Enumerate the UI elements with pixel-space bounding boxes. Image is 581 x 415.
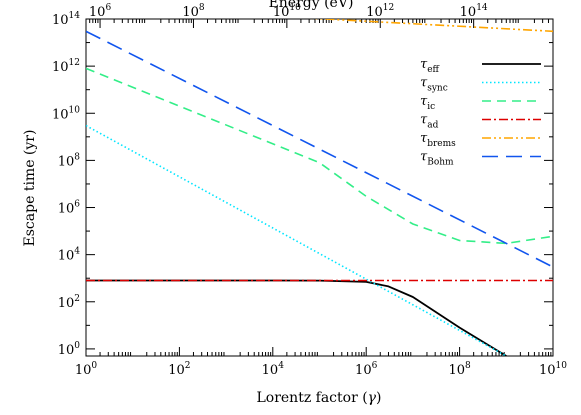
top-tick-label: 1010: [273, 3, 301, 20]
y-tick-label-exp: 4: [74, 247, 80, 257]
series-line-ic: [86, 67, 553, 245]
y-tick-label-exp: 6: [74, 200, 80, 210]
x-tick-label-base: 10: [448, 363, 465, 378]
x-tick-label-exp: 0: [91, 361, 97, 371]
x-tick-label: 102: [168, 361, 190, 378]
x-tick-label: 104: [262, 361, 285, 378]
x-tick-label-exp: 4: [278, 361, 284, 371]
top-tick-label-base: 10: [89, 5, 106, 20]
legend-subscript: eff: [427, 65, 439, 75]
legend-label-sync: τsync: [420, 76, 448, 94]
top-axis-title: Energy (eV): [269, 0, 354, 11]
legend-label-bohm: τBohm: [420, 150, 454, 168]
top-tick-label: 1012: [366, 3, 394, 20]
y-tick-label-base: 10: [58, 154, 75, 169]
top-tick-label: 106: [89, 3, 112, 20]
legend-symbol: τ: [420, 150, 428, 165]
legend-label-eff: τeff: [420, 57, 440, 75]
x-tick-label-base: 10: [168, 363, 185, 378]
legend-symbol: τ: [420, 94, 428, 109]
x-tick-label: 106: [355, 361, 378, 378]
top-tick-label-exp: 6: [105, 3, 111, 13]
legend-subscript: ad: [427, 121, 438, 131]
legend-subscript: Bohm: [427, 158, 454, 168]
y-tick-label-base: 10: [58, 249, 75, 264]
x-tick-label-exp: 6: [372, 361, 378, 371]
top-tick-label: 108: [182, 3, 205, 20]
x-tick-label-exp: 8: [465, 361, 471, 371]
y-tick-label-base: 10: [58, 296, 75, 311]
series-line-bohm: [86, 30, 553, 268]
series-layer: [86, 19, 553, 356]
top-tick-label-exp: 12: [383, 3, 394, 13]
y-tick-label: 108: [58, 152, 81, 169]
legend-symbol: τ: [420, 113, 428, 128]
legend-label-ic: τic: [420, 94, 435, 112]
legend-subscript: brems: [427, 139, 456, 149]
y-tick-label-exp: 14: [69, 11, 81, 21]
y-tick-label: 1012: [52, 58, 80, 75]
legend-label-brems: τbrems: [420, 131, 456, 149]
top-tick-label-base: 10: [460, 5, 477, 20]
series-line-brems: [310, 19, 553, 33]
legend-symbol: τ: [420, 57, 428, 72]
x-axis-title-symbol: γ: [368, 390, 377, 406]
y-tick-label-base: 10: [52, 107, 69, 122]
x-axis-title: Lorentz factor (γ): [256, 390, 381, 406]
y-tick-label: 102: [58, 294, 80, 311]
x-tick-label-base: 10: [75, 363, 92, 378]
y-tick-label: 106: [58, 200, 81, 217]
legend-symbol: τ: [420, 131, 428, 146]
legend-symbol: τ: [420, 76, 428, 91]
y-tick-label-base: 10: [52, 13, 69, 28]
legend-subscript: sync: [427, 84, 448, 94]
x-tick-label-base: 10: [539, 363, 556, 378]
ticks-layer: 100 102 104 106 108 1010100102104106108101010…: [52, 3, 567, 378]
x-tick-label-base: 10: [262, 363, 279, 378]
y-axis-title: Escape time (yr): [22, 130, 38, 247]
y-tick-label-base: 10: [58, 343, 75, 358]
x-tick-label: 108: [448, 361, 471, 378]
x-tick-label: 1010: [539, 361, 567, 378]
x-tick-label-exp: 10: [556, 361, 568, 371]
y-tick-label: 1014: [52, 11, 80, 28]
x-axis-title-main: Lorentz factor (: [256, 390, 367, 406]
legend-subscript: ic: [427, 102, 435, 112]
y-tick-label-exp: 10: [69, 105, 81, 115]
y-tick-label-exp: 8: [74, 152, 80, 162]
x-tick-label: 100: [75, 361, 98, 378]
y-tick-label-exp: 0: [74, 341, 80, 351]
x-tick-label-exp: 2: [185, 361, 191, 371]
plot-frame: [85, 18, 554, 357]
y-tick-label: 104: [58, 247, 81, 264]
y-tick-label-exp: 2: [74, 294, 80, 304]
y-tick-label-exp: 12: [69, 58, 80, 68]
top-tick-label-exp: 10: [289, 3, 301, 13]
y-tick-label: 1010: [52, 105, 80, 122]
top-tick-label-exp: 14: [476, 3, 488, 13]
y-tick-label-base: 10: [58, 202, 75, 217]
y-tick-label: 100: [58, 341, 81, 358]
x-tick-label-base: 10: [355, 363, 372, 378]
top-tick-label: 1014: [460, 3, 488, 20]
top-tick-label-base: 10: [366, 5, 383, 20]
top-tick-label-exp: 8: [199, 3, 205, 13]
x-axis-title-close: ): [376, 390, 381, 406]
top-tick-label-base: 10: [182, 5, 199, 20]
top-tick-label-base: 10: [273, 5, 290, 20]
y-tick-label-base: 10: [52, 60, 69, 75]
series-line-eff: [86, 279, 507, 356]
legend-label-ad: τad: [420, 113, 439, 131]
